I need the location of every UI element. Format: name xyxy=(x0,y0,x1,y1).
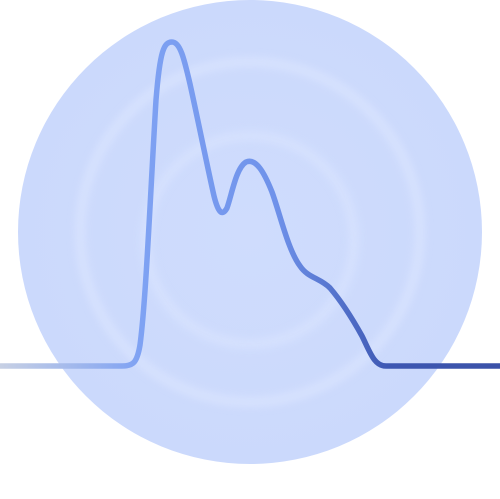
background-disc xyxy=(18,0,482,464)
waveform-line xyxy=(0,39,500,369)
inner-ring-outer xyxy=(75,57,425,407)
